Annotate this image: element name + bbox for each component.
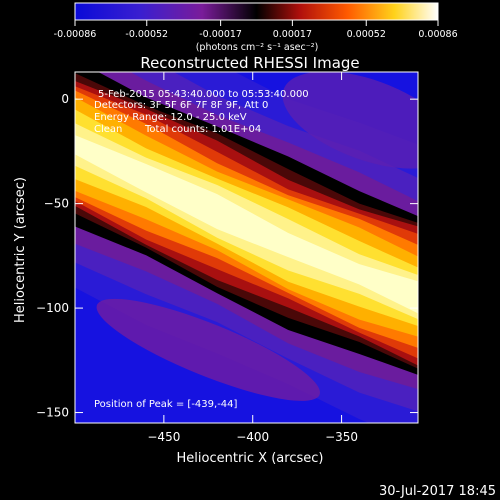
chart-title: Reconstructed RHESSI Image [140,54,359,72]
annotation-peak: Position of Peak = [-439,-44] [94,399,238,410]
annotation-algorithm: Clean [94,124,122,135]
x-tick-label: −450 [147,430,180,444]
colorbar-tick-label: 0.00086 [418,29,457,40]
x-tick-label: −400 [236,430,269,444]
heatmap-lobe [282,72,418,169]
annotation-energy: Energy Range: 12.0 - 25.0 keV [94,112,247,123]
colorbar-tick-label: 0.00017 [273,29,312,40]
annotation-time-range: 5-Feb-2015 05:43:40.000 to 05:53:40.000 [98,89,309,100]
colorbar-ticks: -0.00086 -0.00052 -0.00017 0.00017 0.00052 0.… [54,20,458,40]
x-axis-label: Heliocentric X (arcsec) [177,451,324,466]
footer-timestamp: 30-Jul-2017 18:45 [379,484,496,499]
colorbar-tick-label: 0.00052 [347,29,386,40]
plot-frame [74,71,419,424]
colorbar-tick-label: -0.00086 [54,29,97,40]
heatmap [75,72,418,423]
x-tick-label: −350 [325,430,358,444]
x-axis: −450 −400 −350 [147,72,358,444]
annotation-detectors: Detectors: 3F 5F 6F 7F 8F 9F, Att 0 [94,100,268,111]
heatmap-lobe [96,298,320,401]
heatmap-band [75,135,418,314]
y-tick-label: 0 [61,92,69,106]
y-tick-label: −150 [36,406,69,420]
y-tick-label: −50 [44,197,69,211]
y-axis: 0 −50 −100 −150 [36,92,418,420]
colorbar-tick-label: -0.00017 [199,29,242,40]
y-tick-label: −100 [36,301,69,315]
colorbar-tick-label: -0.00052 [125,29,168,40]
annotation-counts: Total counts: 1.01E+04 [144,124,261,135]
y-axis-label: Heliocentric Y (arcsec) [13,177,28,323]
colorbar [74,2,439,21]
colorbar-unit: (photons cm⁻² s⁻¹ asec⁻²) [196,42,319,53]
